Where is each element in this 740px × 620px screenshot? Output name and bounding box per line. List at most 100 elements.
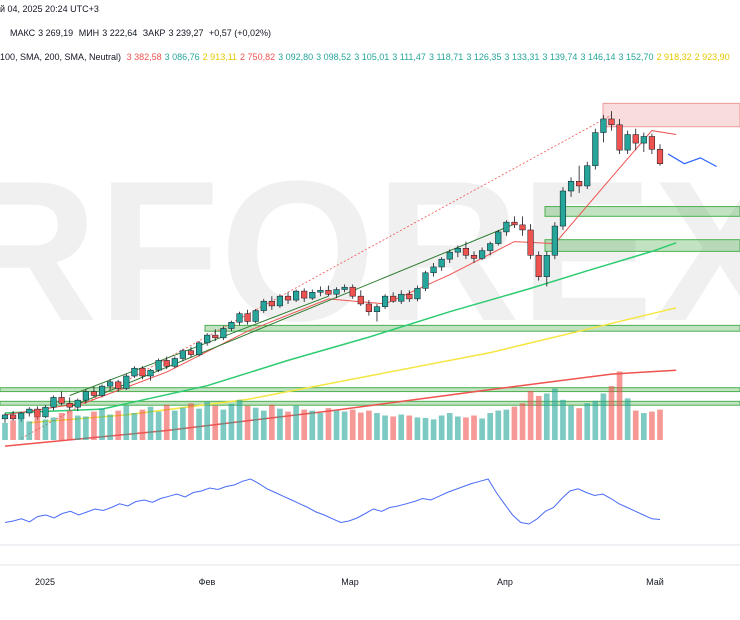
candle-body (543, 255, 550, 277)
volume-bar (632, 410, 639, 440)
candle-body (50, 397, 57, 408)
volume-bar (66, 410, 73, 440)
volume-bar (252, 407, 259, 440)
indicator-label: 100, SMA, 200, SMA, Neutral) (0, 52, 122, 62)
volume-bar (414, 417, 421, 440)
volume-bar (293, 405, 299, 440)
volume-bar (552, 388, 558, 440)
zone-rect (544, 239, 740, 252)
volume-bar (422, 417, 429, 440)
candle-body (430, 266, 437, 274)
zone-rect (544, 206, 740, 217)
candles-layer (1, 111, 664, 423)
volume-layer (2, 371, 663, 440)
indicator-value: 2 913,11 (202, 52, 238, 62)
volume-bar (26, 421, 33, 440)
candle-body (74, 399, 81, 408)
volume-bar (107, 414, 113, 440)
volume-bar (58, 413, 65, 440)
candle-body (171, 358, 178, 367)
candle-body (592, 132, 599, 166)
sma-green-line (4, 242, 677, 414)
candle-body (624, 134, 631, 151)
candle-body (487, 243, 494, 251)
zones-layer (0, 102, 740, 406)
low-value: 3 222,64 (102, 28, 138, 38)
volume-bar (600, 393, 607, 440)
oscillator-layer (0, 478, 740, 546)
candle-body (495, 231, 502, 244)
candle-body (406, 293, 413, 300)
volume-bar (406, 415, 413, 440)
volume-bar (543, 393, 550, 440)
candle-body (98, 385, 106, 396)
indicator-value: 3 152,70 (618, 52, 654, 62)
candle-body (341, 286, 348, 290)
close-value: 3 239,27 (168, 28, 204, 38)
volume-bar (285, 411, 291, 440)
volume-bar (236, 399, 243, 440)
candle-body (212, 334, 219, 339)
candle-body (608, 118, 615, 126)
volume-bar (503, 409, 510, 440)
volume-bar (188, 403, 194, 440)
indicator-value: 3 086,76 (164, 52, 200, 62)
candle-body (640, 136, 647, 144)
candle-body (147, 369, 154, 377)
candle-body (527, 229, 534, 256)
channel-line (69, 223, 515, 408)
volume-bar (123, 405, 130, 440)
zone-rect (204, 324, 740, 332)
candle-body (204, 334, 211, 344)
volume-bar (139, 409, 146, 440)
volume-bar (50, 417, 57, 440)
volume-bar (18, 417, 25, 440)
candle-body (511, 221, 518, 226)
indicator-value: 3 133,31 (504, 52, 540, 62)
date-text: й 04, 2025 20:24 UTC+3 (0, 4, 99, 14)
volume-bar (196, 408, 202, 440)
candle-body (567, 181, 575, 192)
candle-body (381, 295, 389, 307)
volume-bar (220, 409, 227, 440)
candle-body (616, 124, 623, 151)
x-tick-label: Фев (199, 577, 216, 587)
volume-bar (560, 399, 566, 440)
volume-bar (649, 411, 655, 440)
candle-body (333, 289, 340, 295)
volume-bar (446, 413, 453, 440)
indicator-value: 2 750,82 (240, 52, 276, 62)
candle-body (123, 375, 130, 389)
forecast-path (667, 153, 717, 168)
candle-body (414, 288, 421, 300)
volume-bar (260, 410, 267, 440)
candle-body (357, 295, 364, 305)
volume-bar (382, 415, 388, 440)
candle-body (438, 258, 445, 268)
volume-bar (269, 404, 275, 440)
candle-body (656, 149, 664, 164)
volume-bar (228, 403, 235, 440)
volume-bar (390, 416, 396, 440)
volume-bar (34, 415, 41, 440)
volume-bar (180, 407, 186, 440)
volume-bar (317, 413, 324, 440)
candle-body (479, 250, 486, 259)
indicator-value: 2 923,90 (694, 52, 730, 62)
zone-rect (602, 102, 740, 128)
candle-body (66, 403, 73, 408)
volume-bar (309, 410, 316, 440)
indicator-value: 2 918,32 (656, 52, 692, 62)
candle-body (325, 290, 332, 295)
high-label: МАКС (10, 28, 36, 38)
volume-bar (438, 415, 445, 440)
volume-bar (42, 419, 49, 440)
volume-bar (277, 408, 283, 440)
candle-body (187, 350, 195, 355)
volume-bar (357, 412, 364, 440)
candle-body (293, 290, 300, 301)
volume-bar (115, 410, 122, 440)
volume-bar (171, 410, 178, 440)
volume-bar (430, 419, 437, 440)
